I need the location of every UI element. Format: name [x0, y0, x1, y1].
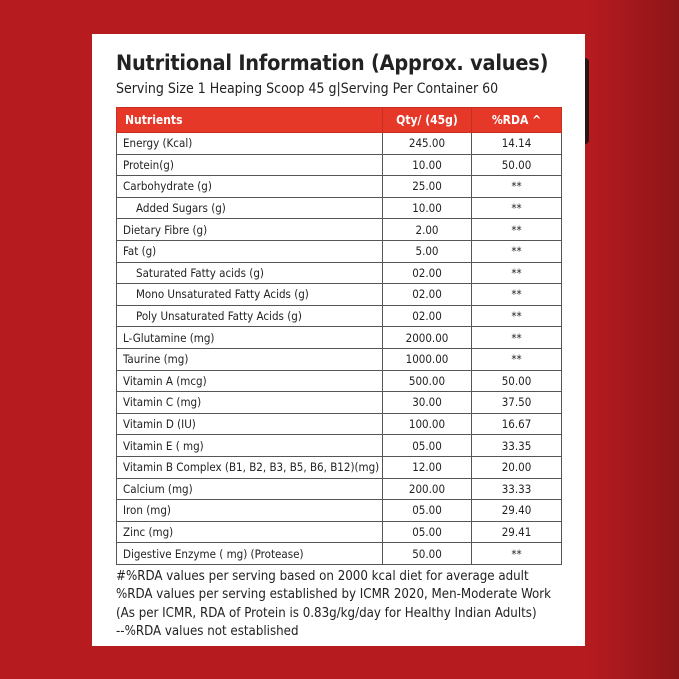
- nutrient-rda: 16.67: [471, 412, 562, 436]
- table-row: Mono Unsaturated Fatty Acids (g) 02.00 **: [116, 283, 562, 306]
- nutrient-qty: 02.00: [382, 261, 472, 285]
- table-header-row: Nutrients Qty/ (45g) %RDA ^: [116, 107, 562, 133]
- footnote-line: (As per ICMR, RDA of Protein is 0.83g/kg…: [116, 605, 537, 621]
- nutrient-qty: 05.00: [382, 434, 472, 457]
- serving-info: Serving Size 1 Heaping Scoop 45 g|Servin…: [116, 81, 499, 97]
- nutrient-name: Energy (Kcal): [116, 132, 383, 155]
- table-row: Carbohydrate (g) 25.00 **: [116, 175, 562, 198]
- nutrient-qty: 10.00: [382, 196, 472, 220]
- nutrient-rda: 33.35: [471, 434, 562, 457]
- nutrient-rda: 37.50: [471, 391, 562, 414]
- table-row: Protein(g) 10.00 50.00: [116, 153, 562, 177]
- nutrient-rda: **: [471, 542, 562, 565]
- nutrient-rda: 33.33: [471, 477, 562, 501]
- background-edge-shade: [589, 0, 679, 679]
- table-row: Vitamin D (IU) 100.00 16.67: [116, 412, 562, 436]
- nutrient-rda: **: [471, 283, 562, 306]
- footnote-line: #%RDA values per serving based on 2000 k…: [116, 569, 529, 584]
- nutrient-rda: **: [471, 261, 562, 285]
- label-title: Nutritional Information (Approx. values): [116, 51, 549, 76]
- nutrient-name: Digestive Enzyme ( mg) (Protease): [116, 542, 383, 565]
- table-row: Vitamin A (mcg) 500.00 50.00: [116, 369, 562, 393]
- nutrient-rda: 50.00: [471, 369, 562, 393]
- footnote-line: --%RDA values not established: [116, 624, 299, 640]
- table-row: Vitamin B Complex (B1, B2, B3, B5, B6, B…: [116, 455, 562, 479]
- nutrient-qty: 500.00: [382, 369, 472, 393]
- card-edge-tab: [583, 58, 589, 144]
- nutrient-qty: 100.00: [382, 412, 472, 436]
- nutrient-name: Poly Unsaturated Fatty Acids (g): [116, 304, 383, 328]
- nutrition-table: Nutrients Qty/ (45g) %RDA ^ Energy (Kcal…: [116, 107, 562, 565]
- table-row: Taurine (mg) 1000.00 **: [116, 347, 562, 371]
- nutrition-label-card: Nutritional Information (Approx. values)…: [92, 34, 585, 646]
- nutrient-rda: 14.14: [471, 132, 562, 155]
- header-nutrients: Nutrients: [116, 107, 383, 133]
- table-row: Vitamin C (mg) 30.00 37.50: [116, 391, 562, 414]
- nutrient-rda: **: [471, 326, 562, 349]
- nutrient-qty: 05.00: [382, 499, 472, 522]
- nutrient-rda: 20.00: [471, 455, 562, 479]
- nutrient-rda: **: [471, 175, 562, 198]
- table-row: Poly Unsaturated Fatty Acids (g) 02.00 **: [116, 304, 562, 328]
- nutrient-rda: 29.41: [471, 520, 562, 544]
- nutrient-name: Added Sugars (g): [116, 196, 383, 220]
- table-row: Digestive Enzyme ( mg) (Protease) 50.00 **: [116, 542, 562, 565]
- nutrient-name: Vitamin B Complex (B1, B2, B3, B5, B6, B…: [116, 455, 383, 479]
- nutrient-name: Dietary Fibre (g): [116, 218, 383, 241]
- nutrient-qty: 200.00: [382, 477, 472, 501]
- nutrient-name: Vitamin C (mg): [116, 391, 383, 414]
- nutrient-name: Vitamin E ( mg): [116, 434, 383, 457]
- nutrient-qty: 10.00: [382, 153, 472, 177]
- header-rda: %RDA ^: [471, 107, 562, 133]
- table-row: Zinc (mg) 05.00 29.41: [116, 520, 562, 544]
- nutrient-name: Protein(g): [116, 153, 383, 177]
- nutrient-name: Carbohydrate (g): [116, 175, 383, 198]
- nutrient-qty: 1000.00: [382, 347, 472, 371]
- nutrient-name: L-Glutamine (mg): [116, 326, 383, 349]
- nutrient-qty: 02.00: [382, 283, 472, 306]
- nutrient-qty: 25.00: [382, 175, 472, 198]
- table-row: Added Sugars (g) 10.00 **: [116, 196, 562, 220]
- nutrient-name: Fat (g): [116, 239, 383, 263]
- nutrient-rda: **: [471, 218, 562, 241]
- nutrient-name: Mono Unsaturated Fatty Acids (g): [116, 283, 383, 306]
- nutrient-qty: 12.00: [382, 455, 472, 479]
- nutrient-name: Iron (mg): [116, 499, 383, 522]
- nutrient-qty: 50.00: [382, 542, 472, 565]
- nutrient-qty: 05.00: [382, 520, 472, 544]
- nutrient-qty: 2000.00: [382, 326, 472, 349]
- footnotes: #%RDA values per serving based on 2000 k…: [116, 568, 576, 642]
- nutrient-rda: **: [471, 304, 562, 328]
- table-row: Iron (mg) 05.00 29.40: [116, 499, 562, 522]
- table-row: Energy (Kcal) 245.00 14.14: [116, 132, 562, 155]
- nutrient-name: Calcium (mg): [116, 477, 383, 501]
- nutrient-rda: **: [471, 347, 562, 371]
- nutrient-name: Zinc (mg): [116, 520, 383, 544]
- nutrient-qty: 245.00: [382, 132, 472, 155]
- nutrient-rda: **: [471, 239, 562, 263]
- table-row: Dietary Fibre (g) 2.00 **: [116, 218, 562, 241]
- nutrient-qty: 2.00: [382, 218, 472, 241]
- nutrient-name: Vitamin A (mcg): [116, 369, 383, 393]
- table-row: Fat (g) 5.00 **: [116, 239, 562, 263]
- nutrient-qty: 02.00: [382, 304, 472, 328]
- nutrient-rda: **: [471, 196, 562, 220]
- table-row: Vitamin E ( mg) 05.00 33.35: [116, 434, 562, 457]
- nutrient-name: Vitamin D (IU): [116, 412, 383, 436]
- nutrient-name: Saturated Fatty acids (g): [116, 261, 383, 285]
- footnote-line: %RDA values per serving established by I…: [116, 587, 552, 603]
- nutrient-qty: 30.00: [382, 391, 472, 414]
- table-row: Saturated Fatty acids (g) 02.00 **: [116, 261, 562, 285]
- nutrient-rda: 29.40: [471, 499, 562, 522]
- table-row: Calcium (mg) 200.00 33.33: [116, 477, 562, 501]
- nutrient-rda: 50.00: [471, 153, 562, 177]
- nutrient-qty: 5.00: [382, 239, 472, 263]
- header-qty: Qty/ (45g): [382, 107, 472, 133]
- nutrient-name: Taurine (mg): [116, 347, 383, 371]
- table-row: L-Glutamine (mg) 2000.00 **: [116, 326, 562, 349]
